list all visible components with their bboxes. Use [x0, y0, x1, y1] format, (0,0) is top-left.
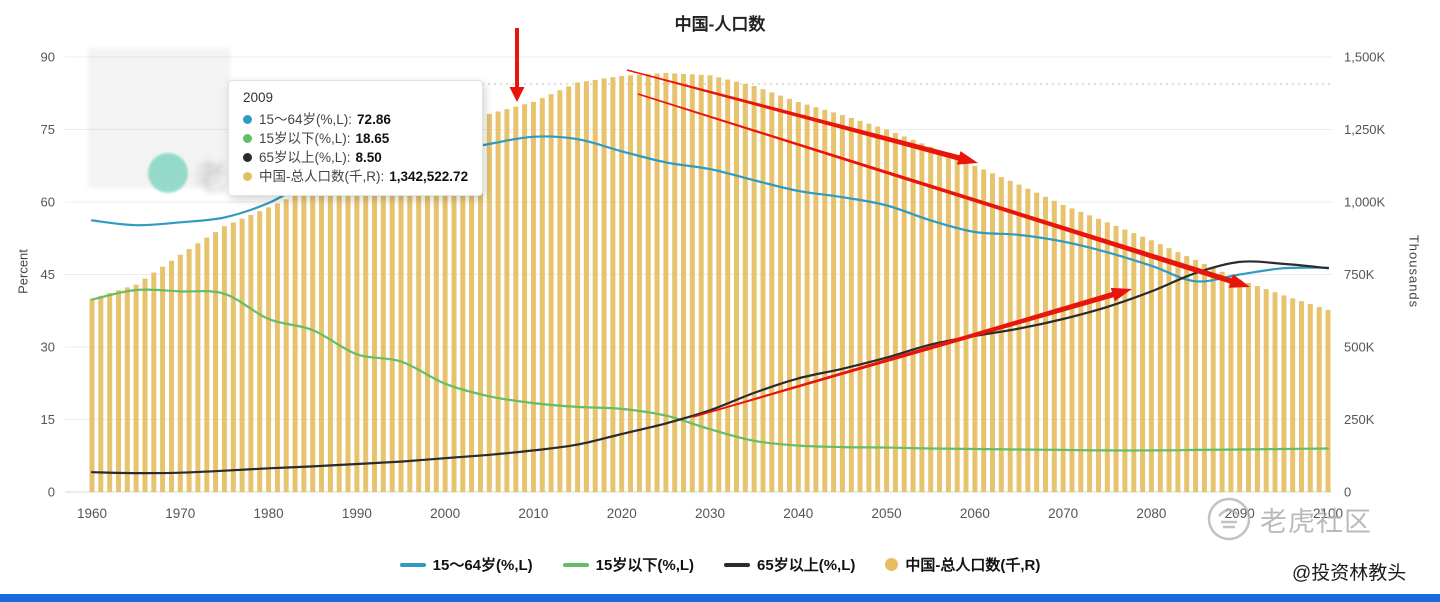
line-series-1[interactable] [90, 288, 1330, 452]
grid-and-axes: 0 0 15 250K 30 500K 45 750K 60 1,000K 75 1,250K 90 1,… [41, 50, 1386, 522]
svg-text:60: 60 [41, 195, 55, 210]
svg-text:0: 0 [48, 485, 55, 500]
legend-item-under-15[interactable]: 15岁以下(%,L) [562, 554, 695, 575]
tooltip-row-working-age: 15～64岁(%,L): 72.86 [243, 110, 468, 129]
svg-text:500K: 500K [1344, 340, 1375, 355]
svg-text:2040: 2040 [783, 506, 813, 521]
svg-text:15: 15 [41, 412, 55, 427]
population-decline-arrow [626, 69, 978, 165]
watermark-brand-text: 老虎社区 [1260, 506, 1372, 537]
bottom-bar [0, 594, 1440, 602]
svg-text:750K: 750K [1344, 267, 1375, 282]
legend-label: 15～64岁(%,L) [432, 557, 533, 574]
tooltip-label: 65岁以上(%,L): [259, 150, 351, 165]
watermark-logo-circle [148, 153, 188, 193]
tooltip-label: 15～64岁(%,L): [259, 112, 353, 127]
chart-legend: 15～64岁(%,L) 15岁以下(%,L) 65岁以上(%,L) 中国-总人口… [0, 554, 1440, 575]
tooltip-value: 72.86 [357, 112, 391, 127]
elderly-rise-arrow [692, 287, 1132, 418]
series-dot-working-age-icon [243, 115, 252, 124]
legend-item-total-population[interactable]: 中国-总人口数(千,R) [885, 554, 1040, 575]
tooltip-value: 1,342,522.72 [389, 169, 469, 184]
svg-text:1,500K: 1,500K [1344, 50, 1386, 65]
legend-line-swatch-icon [724, 562, 751, 567]
svg-text:2050: 2050 [872, 506, 902, 521]
tooltip-row-under-15: 15岁以下(%,L): 18.65 [243, 129, 468, 148]
svg-text:250K: 250K [1344, 412, 1375, 427]
tiger-logo-icon [1207, 497, 1251, 541]
svg-text:2020: 2020 [607, 506, 637, 521]
tooltip-row-total-population: 中国-总人口数(千,R): 1,342,522.72 [243, 167, 468, 186]
series-dot-over-65-icon [243, 153, 252, 162]
legend-line-swatch-icon [562, 562, 589, 567]
svg-text:2000: 2000 [430, 506, 460, 521]
svg-text:45: 45 [41, 267, 55, 282]
legend-label: 15岁以下(%,L) [595, 557, 695, 574]
watermark-tiger: 老虎社区 [1206, 496, 1372, 542]
svg-text:2070: 2070 [1048, 506, 1078, 521]
working-age-decline-arrow [637, 93, 1250, 288]
peak-pointer-down-arrow [509, 28, 525, 102]
total-population-bars[interactable] [89, 72, 1331, 493]
left-axis-title: Percent [15, 249, 31, 294]
svg-text:2080: 2080 [1136, 506, 1166, 521]
tooltip-label: 中国-总人口数(千,R): [259, 169, 385, 184]
legend-label: 中国-总人口数(千,R) [905, 557, 1041, 574]
legend-item-working-age[interactable]: 15～64岁(%,L) [399, 554, 533, 575]
svg-text:2030: 2030 [695, 506, 725, 521]
svg-text:75: 75 [41, 122, 55, 137]
right-axis-title: Thousands [1406, 234, 1422, 309]
watermark-author-handle: @投资林教头 [1292, 563, 1407, 584]
tooltip-value: 18.65 [355, 131, 390, 146]
tooltip-row-over-65: 65岁以上(%,L): 8.50 [243, 148, 468, 167]
chart-tooltip: 2009 15～64岁(%,L): 72.86 15岁以下(%,L): 18.6… [228, 80, 484, 196]
svg-text:2010: 2010 [518, 506, 548, 521]
legend-label: 65岁以上(%,L) [757, 557, 856, 574]
series-dot-under-15-icon [243, 134, 252, 143]
line-series-2[interactable] [90, 260, 1330, 475]
annotation-arrows [509, 28, 1250, 418]
svg-text:1990: 1990 [342, 506, 372, 521]
tooltip-value: 8.50 [355, 150, 382, 165]
legend-line-swatch-icon [399, 562, 426, 567]
svg-text:2100: 2100 [1313, 506, 1343, 521]
svg-text:2060: 2060 [960, 506, 990, 521]
tooltip-year: 2009 [243, 90, 274, 105]
svg-text:1960: 1960 [77, 506, 107, 521]
svg-text:30: 30 [41, 340, 55, 355]
svg-text:1980: 1980 [254, 506, 284, 521]
svg-text:0: 0 [1344, 485, 1351, 500]
legend-item-over-65[interactable]: 65岁以上(%,L) [724, 554, 855, 575]
svg-text:1,250K: 1,250K [1344, 122, 1386, 137]
svg-text:1970: 1970 [165, 506, 195, 521]
svg-text:1,000K: 1,000K [1344, 195, 1386, 210]
tooltip-label: 15岁以下(%,L): [259, 131, 351, 146]
legend-circle-swatch-icon [885, 558, 899, 571]
series-dot-total-population-icon [243, 172, 252, 181]
page-title: 中国-人口数 [674, 15, 766, 34]
svg-text:90: 90 [41, 50, 55, 65]
